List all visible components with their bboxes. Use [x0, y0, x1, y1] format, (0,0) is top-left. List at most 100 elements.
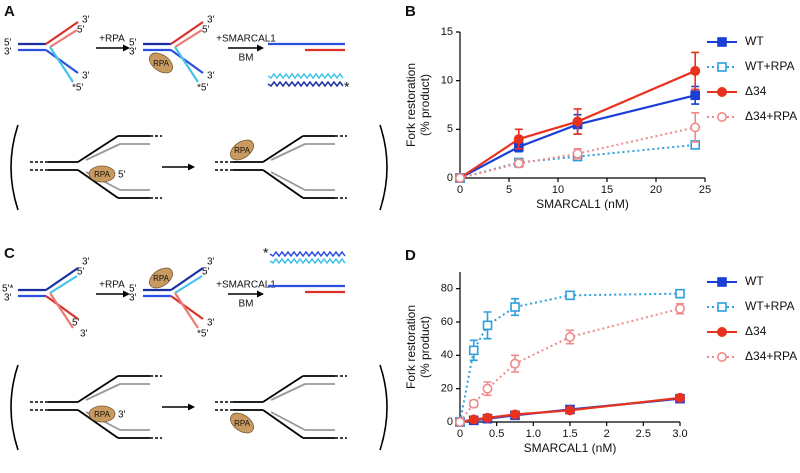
- legend-marker: [717, 62, 727, 72]
- marker: [510, 302, 520, 312]
- x-tick-label: 0.5: [489, 428, 504, 440]
- strand-end: 5'*: [2, 284, 13, 295]
- y-tick-label: 60: [441, 316, 453, 328]
- panel-label: D: [405, 247, 416, 264]
- arrowhead: [188, 403, 195, 411]
- strand: [45, 21, 79, 45]
- strand: [174, 29, 203, 48]
- strand: [49, 275, 78, 294]
- strand: [174, 275, 203, 294]
- marker: [482, 320, 493, 331]
- legend-label: Δ34: [745, 324, 767, 338]
- marker: [468, 398, 479, 409]
- marker: [565, 290, 575, 301]
- legend-marker: [717, 37, 727, 47]
- step-label: +SMARCAL1: [216, 280, 276, 291]
- y-axis-label: Fork restoration: [404, 305, 418, 389]
- arrowhead: [123, 44, 130, 52]
- strand: [267, 72, 344, 80]
- step-label: BM: [239, 299, 254, 310]
- strand: [262, 409, 304, 439]
- x-tick-label: 2.5: [636, 428, 651, 440]
- marker: [572, 148, 583, 159]
- arrowhead: [257, 44, 264, 52]
- strand: [269, 257, 346, 265]
- strand-end: 3': [82, 15, 90, 26]
- legend-marker: [716, 351, 727, 362]
- strand: [267, 80, 344, 88]
- marker: [564, 331, 575, 342]
- strand: [262, 375, 304, 403]
- protein-label: RPA: [94, 410, 111, 419]
- marker: [454, 416, 465, 427]
- strand-end: 3': [82, 257, 90, 268]
- legend-label: WT+RPA: [745, 59, 794, 73]
- marker: [513, 134, 524, 145]
- arrowhead: [257, 290, 264, 298]
- x-tick-label: 1.5: [562, 428, 577, 440]
- marker: [468, 414, 479, 425]
- y-tick-label: 15: [441, 26, 453, 38]
- marker: [564, 405, 575, 416]
- strand: [270, 383, 306, 401]
- marker: [674, 392, 685, 403]
- step-label: +SMARCAL1: [216, 34, 276, 45]
- strand-end: 5': [202, 25, 210, 36]
- rpa-protein: [88, 165, 116, 183]
- strand: [77, 135, 119, 163]
- panel-label: A: [4, 3, 15, 20]
- strand: [270, 143, 306, 161]
- strand-end: 5': [118, 170, 126, 181]
- series-line: [459, 94, 696, 179]
- label-mark: *: [263, 245, 269, 261]
- legend-label: Δ34+RPA: [745, 109, 797, 123]
- protein-label: RPA: [234, 146, 251, 155]
- legend-label: WT: [745, 274, 764, 288]
- legend-marker: [716, 326, 727, 337]
- strand-end: 3': [129, 47, 137, 58]
- strand: [170, 267, 204, 291]
- x-axis-label: SMARCAL1 (nM): [524, 441, 617, 455]
- strand: [77, 409, 119, 439]
- y-tick-label: 5: [447, 123, 453, 135]
- y-tick-label: 80: [441, 283, 453, 295]
- marker: [482, 383, 493, 394]
- series-line: [459, 126, 696, 179]
- legend-marker: [716, 112, 727, 123]
- strand-end: 5': [4, 38, 12, 49]
- strand-end: 3': [82, 71, 90, 82]
- strand-end: 3': [207, 15, 215, 26]
- step-label: +RPA: [99, 34, 125, 45]
- x-tick-label: 0: [457, 184, 463, 196]
- strand-end: 3': [80, 329, 88, 340]
- series-line: [459, 292, 681, 423]
- series-line: [459, 69, 696, 179]
- strand: [45, 267, 79, 291]
- legend-label: Δ34: [745, 84, 767, 98]
- strand-end: 3': [4, 293, 12, 304]
- strand: [269, 250, 346, 258]
- legend-label: Δ34+RPA: [745, 349, 797, 363]
- rpa-protein: [88, 405, 116, 423]
- strand: [77, 169, 119, 199]
- y-tick-label: 0: [447, 172, 453, 184]
- legend-marker: [716, 87, 727, 98]
- strand-end: 3': [207, 71, 215, 82]
- strand: [262, 135, 304, 163]
- strand-end: 5': [72, 318, 80, 329]
- y-axis-label: (% product): [418, 74, 432, 136]
- arrowhead: [188, 163, 195, 171]
- x-axis-label: SMARCAL1 (nM): [536, 197, 629, 211]
- strand: [49, 46, 74, 83]
- strand: [270, 411, 306, 431]
- parenthesis: [10, 364, 19, 451]
- rpa-protein: [230, 139, 254, 161]
- marker: [509, 409, 520, 420]
- parenthesis: [10, 124, 19, 211]
- x-tick-label: 0: [457, 428, 463, 440]
- marker: [468, 345, 479, 356]
- marker: [690, 90, 701, 101]
- x-tick-label: 2: [604, 428, 610, 440]
- marker: [572, 116, 583, 127]
- x-tick-label: 5: [506, 184, 512, 196]
